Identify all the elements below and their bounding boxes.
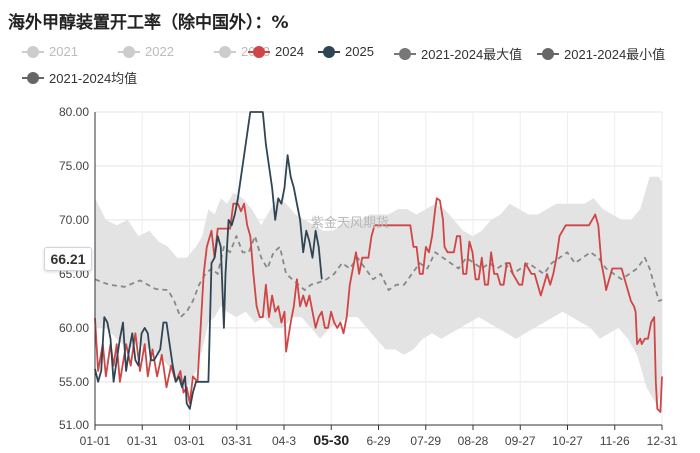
x-tick-label: 11-26: [600, 434, 630, 448]
legend-swatch-icon: [394, 47, 416, 60]
legend-label: 2021-2024最小值: [564, 47, 666, 62]
y-tick-label: 80.00: [59, 105, 89, 119]
legend-label: 2021: [49, 44, 78, 59]
series-line-2024: [94, 197, 663, 413]
legend-item-5[interactable]: 2021-2024最大值: [394, 44, 522, 63]
legend-item-7[interactable]: 2021-2024均值: [22, 68, 137, 87]
legend-swatch-icon: [22, 45, 44, 58]
legend-swatch-icon: [537, 47, 559, 60]
x-tick-label: 12-31: [647, 434, 678, 448]
legend-swatch-icon: [22, 71, 44, 84]
legend-item-1[interactable]: 2022: [118, 44, 174, 59]
legend-swatch-icon: [118, 45, 140, 58]
x-tick-label: 08-28: [458, 434, 489, 448]
x-tick-label: 10-27: [552, 434, 583, 448]
legend-item-6[interactable]: 2021-2024最小值: [537, 44, 665, 63]
y-tick-label: 70.00: [59, 213, 89, 227]
legend-item-3[interactable]: 2024: [248, 44, 304, 59]
x-tick-label: 6-29: [366, 434, 390, 448]
max-min-band: [95, 176, 662, 404]
x-tick-label: 03-01: [174, 434, 205, 448]
x-tick-label: 05-30: [313, 432, 349, 448]
watermark: 紫金天风期货: [311, 215, 389, 231]
chart-title: 海外甲醇装置开工率（除中国外）：%: [8, 13, 289, 33]
series-lines: [94, 111, 663, 413]
y-tick-label: 75.00: [59, 159, 89, 173]
legend-swatch-icon: [214, 45, 236, 58]
x-tick-label: 01-31: [127, 434, 158, 448]
legend-item-0[interactable]: 2021: [22, 44, 78, 59]
legend-label: 2024: [275, 44, 304, 59]
x-tick-label: 03-31: [221, 434, 252, 448]
y-tick-label: 51.00: [59, 418, 89, 432]
y-tick-label: 60.00: [59, 321, 89, 335]
x-tick-label: 07-29: [410, 434, 441, 448]
x-tick-label: 09-27: [505, 434, 536, 448]
band-area: [95, 176, 662, 404]
legend-swatch-icon: [318, 45, 340, 58]
x-tick-label: 04-3: [272, 434, 296, 448]
legend-label: 2021-2024最大值: [421, 47, 523, 62]
value-tooltip: 66.21: [44, 247, 92, 271]
legend-swatch-icon: [248, 45, 270, 58]
legend-label: 2022: [145, 44, 174, 59]
legend-item-4[interactable]: 2025: [318, 44, 374, 59]
x-tick-label: 01-01: [80, 434, 111, 448]
legend-label: 2025: [345, 44, 374, 59]
legend-label: 2021-2024均值: [49, 71, 138, 86]
series-line-2021-2024均值: [94, 235, 663, 318]
y-tick-label: 55.00: [59, 375, 89, 389]
series-line-2025: [94, 111, 323, 410]
